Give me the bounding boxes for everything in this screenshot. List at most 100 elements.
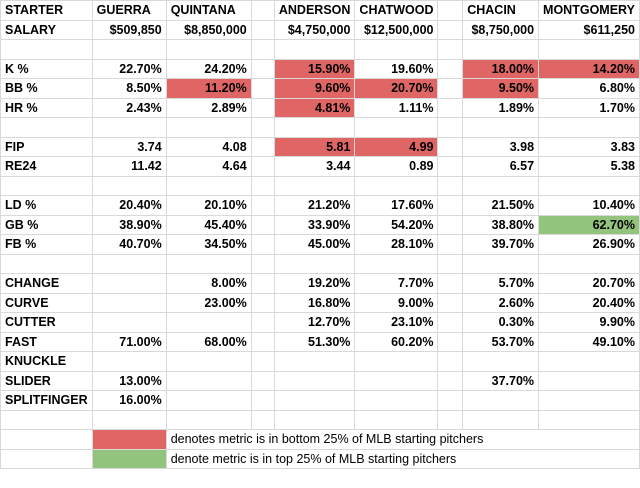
empty-cell[interactable] bbox=[250, 390, 275, 411]
value-cell[interactable]: 71.00% bbox=[91, 331, 167, 352]
row-label-cell[interactable]: LD % bbox=[0, 195, 93, 216]
empty-cell[interactable] bbox=[538, 253, 640, 274]
value-cell[interactable]: 45.00% bbox=[273, 234, 356, 255]
empty-cell[interactable] bbox=[273, 117, 356, 138]
legend-bottom-text[interactable]: denotes metric is in bottom 25% of MLB s… bbox=[165, 429, 640, 450]
row-label-cell[interactable]: K % bbox=[0, 58, 93, 79]
empty-cell[interactable] bbox=[250, 78, 275, 99]
row-label-cell[interactable]: CUTTER bbox=[0, 312, 93, 333]
value-cell[interactable]: 38.90% bbox=[91, 214, 167, 235]
empty-cell[interactable] bbox=[250, 312, 275, 333]
empty-cell[interactable] bbox=[91, 253, 167, 274]
value-cell[interactable]: 8.00% bbox=[165, 273, 252, 294]
empty-cell[interactable] bbox=[354, 253, 439, 274]
empty-cell[interactable] bbox=[462, 39, 540, 60]
value-cell[interactable]: 6.57 bbox=[462, 156, 540, 177]
value-cell[interactable]: 33.90% bbox=[273, 214, 356, 235]
value-cell[interactable]: 2.60% bbox=[462, 292, 540, 313]
empty-cell[interactable] bbox=[0, 253, 93, 274]
value-cell[interactable]: 68.00% bbox=[165, 331, 252, 352]
value-cell[interactable]: 16.80% bbox=[273, 292, 356, 313]
empty-cell[interactable] bbox=[437, 253, 464, 274]
empty-cell[interactable] bbox=[273, 39, 356, 60]
bottom25-swatch[interactable] bbox=[91, 429, 167, 450]
empty-cell[interactable] bbox=[250, 234, 275, 255]
value-cell[interactable]: 13.00% bbox=[91, 370, 167, 391]
empty-cell[interactable] bbox=[0, 409, 93, 430]
value-cell[interactable]: 0.30% bbox=[462, 312, 540, 333]
value-cell[interactable]: 60.20% bbox=[354, 331, 439, 352]
value-cell[interactable] bbox=[165, 312, 252, 333]
empty-cell[interactable] bbox=[437, 390, 464, 411]
value-cell[interactable]: 18.00% bbox=[462, 58, 540, 79]
value-cell[interactable] bbox=[91, 292, 167, 313]
value-cell[interactable]: 23.00% bbox=[165, 292, 252, 313]
empty-cell[interactable] bbox=[91, 117, 167, 138]
empty-cell[interactable] bbox=[91, 39, 167, 60]
row-label-cell[interactable]: CHANGE bbox=[0, 273, 93, 294]
value-cell[interactable]: 4.64 bbox=[165, 156, 252, 177]
value-cell[interactable]: 1.89% bbox=[462, 97, 540, 118]
empty-cell[interactable] bbox=[250, 273, 275, 294]
value-cell[interactable]: 38.80% bbox=[462, 214, 540, 235]
value-cell[interactable]: 53.70% bbox=[462, 331, 540, 352]
empty-cell[interactable] bbox=[273, 253, 356, 274]
value-cell[interactable]: $611,250 bbox=[538, 19, 640, 40]
value-cell[interactable] bbox=[462, 351, 540, 372]
empty-cell[interactable] bbox=[250, 0, 275, 21]
empty-cell[interactable] bbox=[462, 117, 540, 138]
empty-cell[interactable] bbox=[437, 331, 464, 352]
row-label-cell[interactable]: STARTER bbox=[0, 0, 93, 21]
empty-cell[interactable] bbox=[165, 39, 252, 60]
value-cell[interactable] bbox=[273, 390, 356, 411]
value-cell[interactable]: 7.70% bbox=[354, 273, 439, 294]
value-cell[interactable] bbox=[538, 370, 640, 391]
empty-cell[interactable] bbox=[273, 409, 356, 430]
value-cell[interactable]: 37.70% bbox=[462, 370, 540, 391]
empty-cell[interactable] bbox=[437, 136, 464, 157]
empty-cell[interactable] bbox=[437, 351, 464, 372]
value-cell[interactable]: QUINTANA bbox=[165, 0, 252, 21]
value-cell[interactable]: $4,750,000 bbox=[273, 19, 356, 40]
value-cell[interactable]: 1.11% bbox=[354, 97, 439, 118]
value-cell[interactable]: CHATWOOD bbox=[354, 0, 439, 21]
value-cell[interactable] bbox=[538, 390, 640, 411]
row-label-cell[interactable]: SALARY bbox=[0, 19, 93, 40]
value-cell[interactable] bbox=[538, 351, 640, 372]
empty-cell[interactable] bbox=[437, 39, 464, 60]
value-cell[interactable]: 8.50% bbox=[91, 78, 167, 99]
value-cell[interactable] bbox=[273, 370, 356, 391]
value-cell[interactable]: 11.20% bbox=[165, 78, 252, 99]
empty-cell[interactable] bbox=[462, 175, 540, 196]
value-cell[interactable]: 21.50% bbox=[462, 195, 540, 216]
value-cell[interactable]: 3.83 bbox=[538, 136, 640, 157]
value-cell[interactable]: 34.50% bbox=[165, 234, 252, 255]
value-cell[interactable]: 20.40% bbox=[91, 195, 167, 216]
empty-cell[interactable] bbox=[273, 175, 356, 196]
empty-cell[interactable] bbox=[165, 175, 252, 196]
empty-cell[interactable] bbox=[437, 273, 464, 294]
value-cell[interactable] bbox=[91, 273, 167, 294]
empty-cell[interactable] bbox=[462, 253, 540, 274]
value-cell[interactable]: 15.90% bbox=[273, 58, 356, 79]
value-cell[interactable]: CHACIN bbox=[462, 0, 540, 21]
empty-cell[interactable] bbox=[250, 97, 275, 118]
value-cell[interactable]: 28.10% bbox=[354, 234, 439, 255]
value-cell[interactable]: $8,750,000 bbox=[462, 19, 540, 40]
value-cell[interactable]: 5.38 bbox=[538, 156, 640, 177]
row-label-cell[interactable]: BB % bbox=[0, 78, 93, 99]
value-cell[interactable]: 3.74 bbox=[91, 136, 167, 157]
empty-cell[interactable] bbox=[538, 409, 640, 430]
empty-cell[interactable] bbox=[437, 97, 464, 118]
empty-cell[interactable] bbox=[538, 117, 640, 138]
value-cell[interactable]: 49.10% bbox=[538, 331, 640, 352]
empty-cell[interactable] bbox=[250, 253, 275, 274]
empty-cell[interactable] bbox=[250, 39, 275, 60]
value-cell[interactable]: 2.43% bbox=[91, 97, 167, 118]
value-cell[interactable]: 2.89% bbox=[165, 97, 252, 118]
empty-cell[interactable] bbox=[0, 448, 93, 469]
empty-cell[interactable] bbox=[91, 175, 167, 196]
value-cell[interactable]: 4.08 bbox=[165, 136, 252, 157]
value-cell[interactable] bbox=[354, 370, 439, 391]
empty-cell[interactable] bbox=[437, 78, 464, 99]
